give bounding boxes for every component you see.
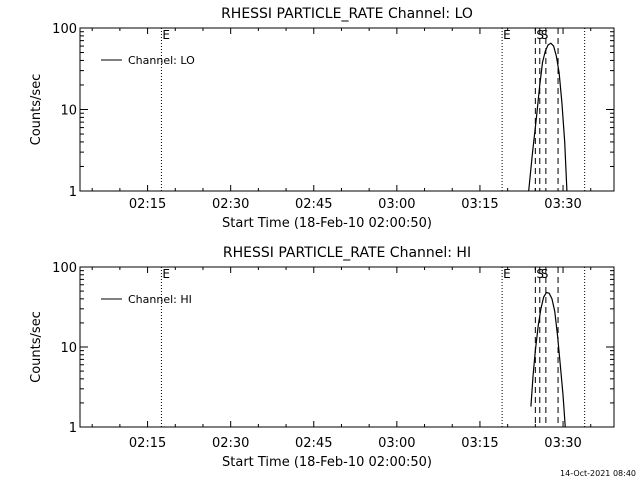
event-marker-label: E xyxy=(503,28,511,42)
x-tick-label: 02:45 xyxy=(295,197,332,212)
x-tick-label: 03:00 xyxy=(378,197,415,212)
chart-title: RHESSI PARTICLE_RATE Channel: LO xyxy=(221,6,473,22)
chart-panel-2: RHESSI PARTICLE_RATE Channel: HI 02:15 02:… xyxy=(29,245,615,470)
footer-timestamp: 14-Oct-2021 08:40 xyxy=(560,469,636,478)
series-line xyxy=(528,42,568,192)
legend-label: Channel: LO xyxy=(128,54,195,67)
y-tick-label: 100 xyxy=(52,22,77,37)
event-marker-label: S xyxy=(536,267,544,281)
x-tick-label: 03:30 xyxy=(544,197,581,212)
chart-panel-1: RHESSI PARTICLE_RATE Channel: LO 02:15 02:… xyxy=(29,6,615,231)
y-tick-label: 1 xyxy=(69,185,77,200)
y-tick-label: 10 xyxy=(60,104,77,119)
event-marker-label: S xyxy=(541,28,549,42)
plot-frame xyxy=(79,266,615,428)
x-tick-label: 03:00 xyxy=(378,436,415,451)
series-line xyxy=(530,291,566,428)
y-tick-label: 1 xyxy=(69,421,77,436)
y-axis-label: Counts/sec xyxy=(29,311,44,383)
x-axis-label: Start Time (18-Feb-10 02:00:50) xyxy=(222,455,432,470)
x-axis-label: Start Time (18-Feb-10 02:00:50) xyxy=(222,216,432,231)
x-tick-label: 02:45 xyxy=(295,436,332,451)
plot-frame xyxy=(79,27,615,192)
x-tick-label: 03:30 xyxy=(544,436,581,451)
x-tick-label: 02:15 xyxy=(129,197,166,212)
y-tick-label: 10 xyxy=(60,341,77,356)
legend-label: Channel: HI xyxy=(128,293,192,306)
x-tick-label: 02:30 xyxy=(212,197,249,212)
x-tick-label: 02:15 xyxy=(129,436,166,451)
x-tick-label: 02:30 xyxy=(212,436,249,451)
event-marker-label: E xyxy=(503,267,511,281)
x-tick-label: 03:15 xyxy=(461,197,498,212)
y-axis-label: Counts/sec xyxy=(29,74,44,146)
event-marker-label: E xyxy=(162,267,170,281)
chart-title: RHESSI PARTICLE_RATE Channel: HI xyxy=(223,245,471,261)
x-tick-label: 03:15 xyxy=(461,436,498,451)
event-marker-label: E xyxy=(162,28,170,42)
event-marker-label: S xyxy=(541,267,549,281)
y-tick-label: 100 xyxy=(52,261,77,276)
event-marker-label: S xyxy=(536,28,544,42)
